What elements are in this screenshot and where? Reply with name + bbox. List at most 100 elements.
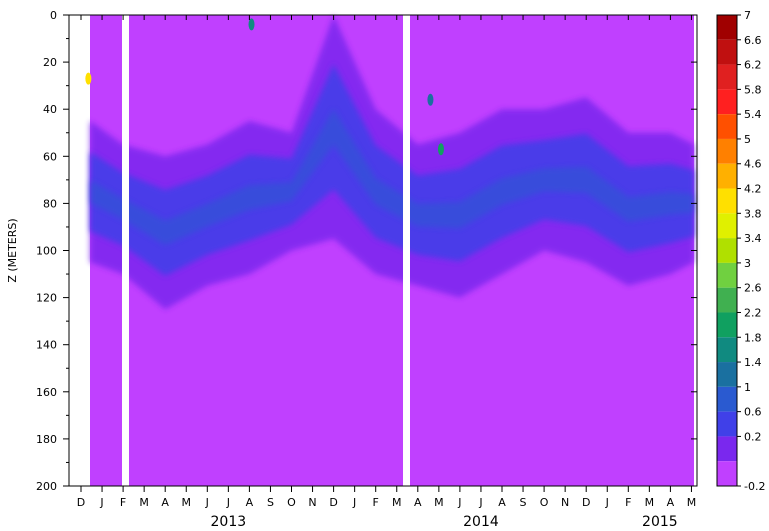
x-tick-label: M <box>645 496 655 509</box>
x-tick-label: M <box>687 496 697 509</box>
x-tick-label: F <box>625 496 631 509</box>
colorbar-label: 5 <box>744 133 751 146</box>
colorbar-label: 2.6 <box>744 282 762 295</box>
colorbar-swatch <box>717 89 737 115</box>
y-tick-label: 120 <box>36 292 57 305</box>
y-tick-label: 180 <box>36 433 57 446</box>
heatmap-hotspots <box>85 18 444 156</box>
x-tick-label: M <box>139 496 149 509</box>
colorbar-swatch <box>717 312 737 338</box>
year-label: 2013 <box>211 514 247 530</box>
hotspot-2 <box>248 18 255 31</box>
colorbar-swatch <box>717 287 737 313</box>
colorbar-swatch <box>717 114 737 139</box>
colorbar-frame <box>716 14 738 487</box>
x-tick-label: A <box>667 496 675 509</box>
y-tick-label: 20 <box>43 56 57 69</box>
x-tick-label: J <box>478 496 482 509</box>
x-tick-label: J <box>457 496 461 509</box>
hotspot-1 <box>427 93 434 106</box>
x-tick-label: A <box>161 496 169 509</box>
colorbar-label: 4.6 <box>744 158 762 171</box>
colorbar-swatch <box>717 163 737 189</box>
colorbar-swatch <box>717 238 737 263</box>
colorbar-swatch <box>717 39 737 65</box>
year-label: 2014 <box>463 514 499 530</box>
colorbar-label: 1 <box>744 381 751 394</box>
y-axis-title: Z (METERS) <box>6 218 19 282</box>
colorbar-swatch <box>717 386 737 412</box>
hotspot-3 <box>85 72 92 85</box>
y-tick-label: 0 <box>50 9 57 22</box>
colorbar-label: 1.8 <box>744 331 762 344</box>
colorbar-label: 3.4 <box>744 232 762 245</box>
colorbar: 7 6.6 6.2 5.8 5.4 5 4.6 4.2 3.8 3.4 3 2.6 2.2 1.8 1.4 1… <box>716 9 765 493</box>
x-tick-label: F <box>120 496 126 509</box>
colorbar-label: 6.6 <box>744 34 762 47</box>
colorbar-swatch <box>717 362 737 387</box>
colorbar-swatch <box>717 337 737 363</box>
data-gaps <box>122 15 410 486</box>
colorbar-swatch <box>717 436 737 462</box>
x-tick-label: M <box>434 496 444 509</box>
y-tick-label: 140 <box>36 339 57 352</box>
x-tick-label: F <box>373 496 379 509</box>
colorbar-swatch <box>717 213 737 239</box>
colorbar-label: 3 <box>744 257 751 270</box>
x-tick-label: J <box>605 496 609 509</box>
colorbar-label: 1.4 <box>744 356 762 369</box>
band-level-2 <box>90 109 694 246</box>
x-tick-label: J <box>352 496 356 509</box>
colorbar-label: 6.2 <box>744 59 762 72</box>
x-tick-label: N <box>308 496 316 509</box>
colorbar-swatch <box>717 15 737 40</box>
colorbar-label: 4.2 <box>744 183 762 196</box>
colorbar-swatch <box>717 411 737 437</box>
x-tick-label: A <box>414 496 422 509</box>
colorbar-swatch <box>717 138 737 164</box>
x-tick-label: M <box>182 496 192 509</box>
x-tick-label: S <box>520 496 527 509</box>
y-tick-label: 160 <box>36 386 57 399</box>
y-tick-label: 40 <box>43 103 57 116</box>
x-tick-label: J <box>226 496 230 509</box>
colorbar-swatch <box>717 188 737 214</box>
y-axis: 0 20 40 60 80 100 120 140 160 180 200 <box>36 9 697 493</box>
x-tick-label: A <box>246 496 254 509</box>
data-gap-0 <box>122 15 129 486</box>
y-tick-label: 60 <box>43 150 57 163</box>
x-tick-label: A <box>498 496 506 509</box>
hotspot-0 <box>437 143 444 156</box>
x-tick-label: O <box>540 496 549 509</box>
x-tick-label: O <box>287 496 296 509</box>
colorbar-swatch <box>717 64 737 90</box>
y-tick-label: 100 <box>36 245 57 258</box>
colorbar-label: -0.2 <box>744 480 765 493</box>
x-tick-label: D <box>329 496 337 509</box>
colorbar-label: 2.2 <box>744 306 762 319</box>
colorbar-swatch <box>717 262 737 288</box>
y-tick-label: 200 <box>36 480 57 493</box>
colorbar-label: 0.6 <box>744 406 762 419</box>
x-tick-label: S <box>267 496 274 509</box>
band-level-1 <box>90 64 694 276</box>
x-tick-label: D <box>77 496 85 509</box>
colorbar-label: 0.2 <box>744 430 762 443</box>
colorbar-label: 3.8 <box>744 207 762 220</box>
colorbar-swatch <box>717 461 737 486</box>
x-tick-label: N <box>561 496 569 509</box>
x-tick-label: M <box>392 496 402 509</box>
data-gap-1 <box>403 15 410 486</box>
x-tick-label: J <box>205 496 209 509</box>
x-tick-label: J <box>99 496 103 509</box>
colorbar-label: 5.4 <box>744 108 762 121</box>
y-tick-label: 80 <box>43 197 57 210</box>
x-tick-label: D <box>582 496 590 509</box>
heatmap-band <box>90 15 694 310</box>
colorbar-label: 7 <box>744 9 751 22</box>
plot-area <box>68 14 698 487</box>
colorbar-label: 5.8 <box>744 83 762 96</box>
year-label: 2015 <box>642 514 678 530</box>
